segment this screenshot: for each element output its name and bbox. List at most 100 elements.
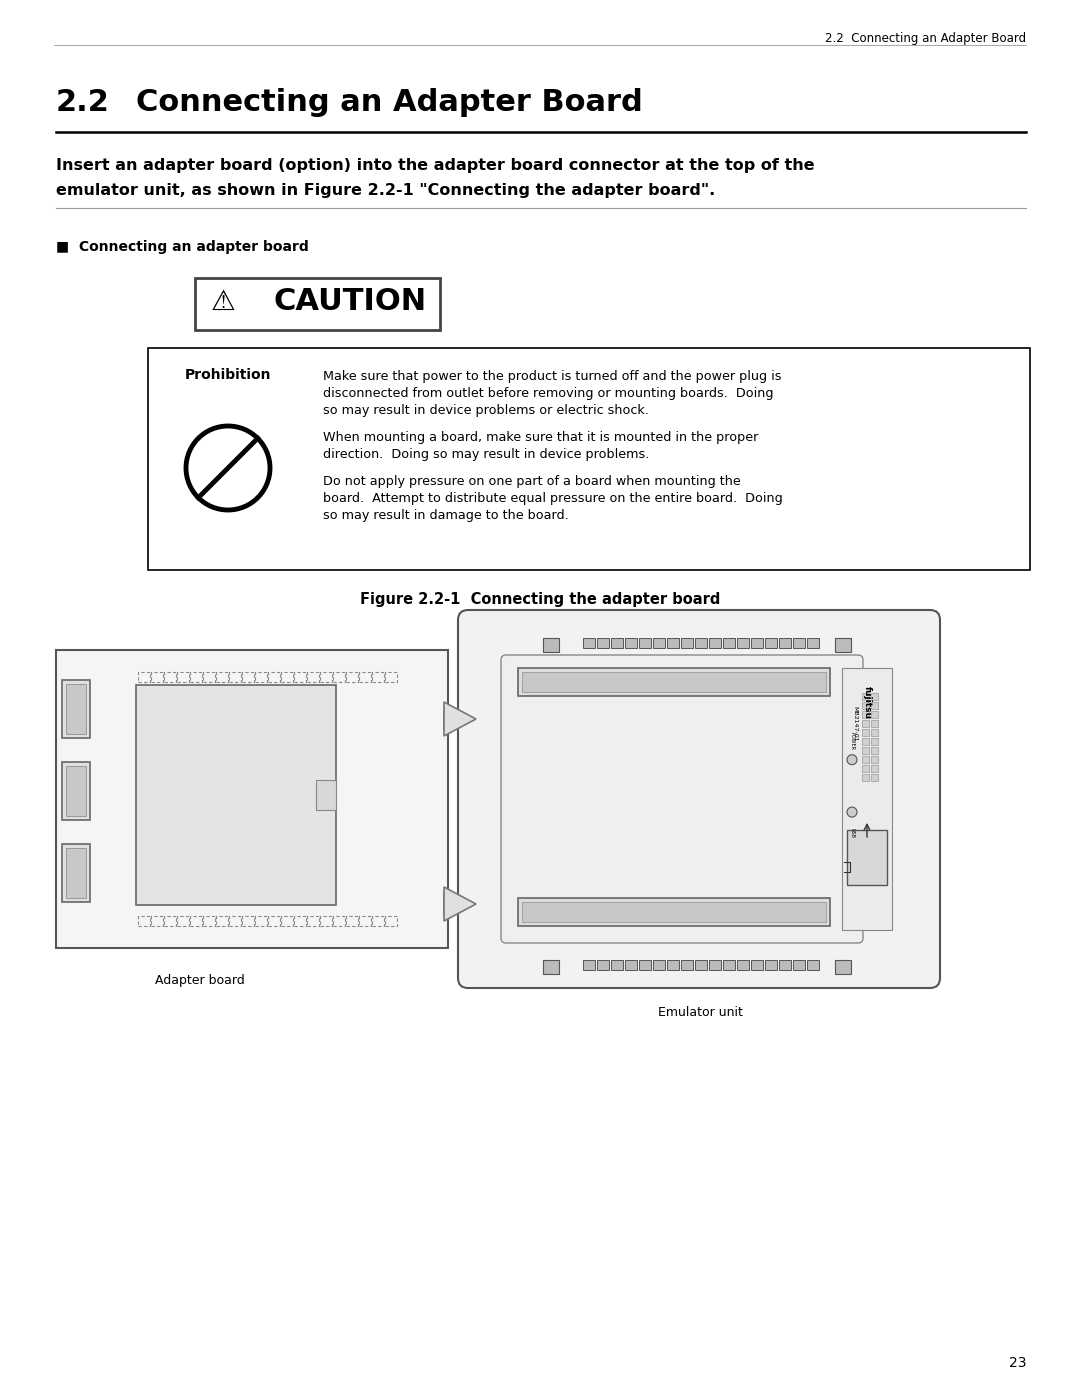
Bar [242,672,254,682]
Text: POWER: POWER [850,732,854,750]
Bar [203,672,215,682]
Bar [346,672,357,682]
Text: Figure 2.2-1  Connecting the adapter board: Figure 2.2-1 Connecting the adapter boar… [360,592,720,608]
Bar [346,916,357,926]
Bar [639,960,651,970]
Bar [164,672,176,682]
Bar [62,761,90,820]
Text: 2.2: 2.2 [56,88,110,117]
Bar [723,960,735,970]
Polygon shape [444,887,476,921]
Bar [597,960,609,970]
Bar [870,719,878,726]
Bar [62,680,90,738]
Bar [255,916,267,926]
Bar [384,672,397,682]
Bar [779,638,791,648]
Text: Connecting an Adapter Board: Connecting an Adapter Board [136,88,643,117]
Bar [190,916,202,926]
Bar [177,916,189,926]
Bar [307,672,319,682]
Polygon shape [444,893,448,915]
Text: so may result in damage to the board.: so may result in damage to the board. [323,509,569,522]
Text: direction.  Doing so may result in device problems.: direction. Doing so may result in device… [323,448,649,461]
Bar [216,672,228,682]
Bar [151,916,163,926]
Bar [229,672,241,682]
Bar [751,960,762,970]
Bar [835,960,851,974]
Bar [359,672,372,682]
Bar [164,916,176,926]
Bar [667,960,679,970]
Bar [737,638,750,648]
Text: Adapter board: Adapter board [156,974,245,988]
Bar [862,756,869,763]
Bar [543,638,559,652]
Bar [333,916,345,926]
Bar [372,916,384,926]
Bar [862,774,869,781]
Bar [870,729,878,736]
Bar [842,668,892,930]
Bar [723,638,735,648]
Bar [522,902,826,922]
Bar [66,848,86,898]
Circle shape [847,807,858,817]
Text: MB2147-01: MB2147-01 [852,705,858,742]
Bar [177,672,189,682]
Bar [765,638,777,648]
Bar [522,672,826,692]
Bar [870,774,878,781]
Bar [281,672,293,682]
Text: 2.2  Connecting an Adapter Board: 2.2 Connecting an Adapter Board [825,32,1026,45]
Bar [151,672,163,682]
Bar [543,960,559,974]
Text: board.  Attempt to distribute equal pressure on the entire board.  Doing: board. Attempt to distribute equal press… [323,492,783,504]
Bar [316,780,336,810]
Bar [625,638,637,648]
Bar [681,960,693,970]
Text: emulator unit, as shown in Figure 2.2-1 "Connecting the adapter board".: emulator unit, as shown in Figure 2.2-1 … [56,183,715,198]
Bar [255,672,267,682]
Bar [696,638,707,648]
Bar [696,960,707,970]
Bar [862,747,869,754]
Text: ⚠: ⚠ [211,288,235,316]
Bar [862,719,869,726]
Bar [138,916,150,926]
Circle shape [847,754,858,764]
Bar [667,638,679,648]
Bar [372,672,384,682]
Bar [779,960,791,970]
Bar [359,916,372,926]
Bar [229,916,241,926]
Bar [737,960,750,970]
Bar [268,672,280,682]
Bar [639,638,651,648]
Bar [268,916,280,926]
Bar [653,638,665,648]
Bar [681,638,693,648]
Bar [870,766,878,773]
Text: USB: USB [850,828,854,838]
Bar [870,738,878,745]
Bar [195,278,440,330]
Text: fujitsu: fujitsu [863,686,872,719]
Bar [216,916,228,926]
Bar [62,844,90,902]
Bar [518,668,831,696]
Text: When mounting a board, make sure that it is mounted in the proper: When mounting a board, make sure that it… [323,432,758,444]
FancyBboxPatch shape [458,610,940,988]
Bar [793,638,805,648]
Bar [793,960,805,970]
Bar [518,898,831,926]
Bar [653,960,665,970]
Bar [203,916,215,926]
Bar [611,960,623,970]
Bar [847,830,887,886]
Text: Insert an adapter board (option) into the adapter board connector at the top of : Insert an adapter board (option) into th… [56,158,814,173]
Bar [136,685,336,905]
Bar [862,693,869,700]
Bar [597,638,609,648]
